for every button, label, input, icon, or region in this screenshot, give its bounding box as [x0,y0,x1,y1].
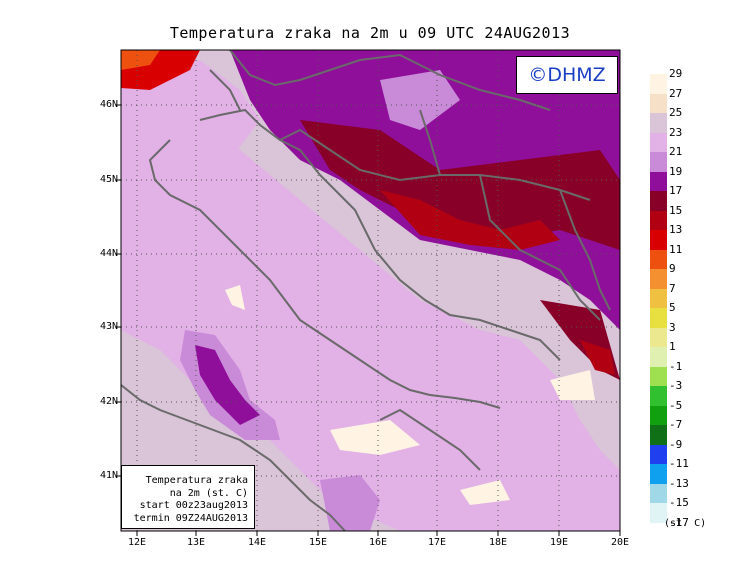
legend-swatch [650,386,667,406]
legend-level-label: 19 [669,164,683,178]
lon-label: 12E [127,537,147,548]
legend-swatch [650,132,667,152]
lon-label: 18E [488,537,508,548]
lat-label: 46N [99,99,118,110]
legend-level-label: 15 [669,203,683,217]
legend-swatch [650,230,667,250]
legend-level-label: 3 [669,320,676,334]
legend-swatch [650,327,667,347]
legend-swatch [650,74,667,94]
legend-level-label: 25 [669,106,683,119]
legend-level-label: 9 [669,262,676,275]
lat-label: 43N [99,321,118,332]
legend-swatch [650,347,667,367]
legend-swatch [650,113,667,133]
legend-level-label: 23 [669,125,683,139]
legend-level-label: -7 [669,418,683,431]
legend-level-label: 1 [669,340,676,353]
legend-level-label: 7 [669,281,676,295]
info-box: Temperatura zraka na 2m (st. C) start 00… [121,465,255,529]
legend-level-label: -11 [669,457,689,470]
lon-label: 19E [549,537,569,548]
legend-swatch [650,210,667,230]
legend-swatch [650,366,667,386]
legend-swatch [650,503,667,523]
legend-swatch [650,464,667,484]
legend-level-label: 17 [669,184,683,197]
legend-swatch [650,93,667,113]
legend-units: (st. C) [664,518,707,529]
lon-label: 14E [247,537,267,548]
info-line: termin 09Z24AUG2013 [133,512,248,524]
lon-label: 15E [308,537,328,548]
legend-level-label: -5 [669,398,683,412]
legend-swatch [650,405,667,425]
lat-label: 42N [99,396,118,407]
info-line: Temperatura zraka [145,475,248,486]
legend-level-label: -15 [669,496,689,509]
info-line: start 00z23aug2013 [139,500,248,511]
lon-label: 20E [610,537,630,548]
legend-swatch [650,269,667,289]
lon-label: 17E [427,537,447,548]
legend-swatch [650,152,667,172]
legend-level-label: -9 [669,437,683,451]
legend-swatch [650,288,667,308]
legend-level-label: 5 [669,301,676,314]
legend-swatch [650,308,667,328]
legend-level-label: -13 [669,476,689,490]
legend-level-label: 13 [669,223,683,236]
legend-level-label: 11 [669,242,683,256]
lat-label: 41N [99,470,118,481]
lon-label: 13E [186,537,206,548]
legend-level-label: -3 [669,379,683,392]
legend-level-label: 21 [669,145,683,158]
info-line: na 2m (st. C) [169,487,248,499]
legend-swatch [650,483,667,503]
legend-swatch [650,171,667,191]
lat-label: 44N [99,248,118,259]
map-title: Temperatura zraka na 2m u 09 UTC 24AUG20… [169,24,571,42]
lat-label: 45N [99,174,118,185]
legend-level-label: 27 [669,86,683,100]
dhmz-logo: ©DHMZ [516,56,618,94]
legend-swatch [650,249,667,269]
legend-swatch [650,425,667,445]
legend-level-label: -1 [669,359,683,373]
legend-level-label: -17 [669,515,689,529]
lon-label: 16E [368,537,388,548]
legend-swatch [650,191,667,211]
legend-level-label: 29 [669,67,683,80]
legend-swatch [650,444,667,464]
